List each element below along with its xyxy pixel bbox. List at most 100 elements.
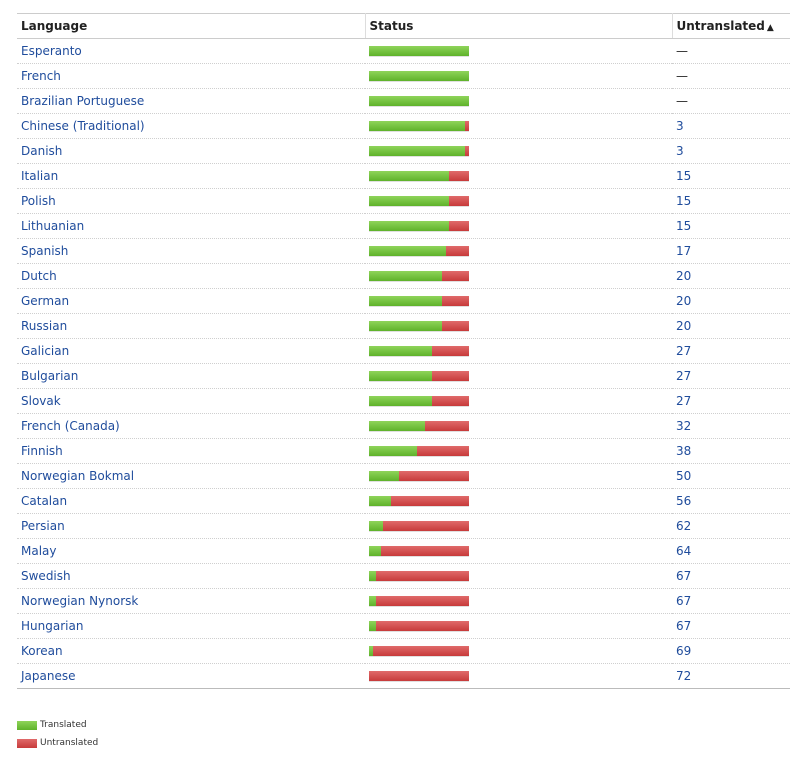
untranslated-cell: 15 <box>672 213 790 239</box>
untranslated-count[interactable]: 20 <box>676 319 692 333</box>
untranslated-count[interactable]: 67 <box>676 594 692 608</box>
untranslated-count[interactable]: 72 <box>676 669 692 683</box>
table-row: Danish 3 <box>17 138 790 164</box>
translated-portion <box>369 170 449 181</box>
untranslated-count[interactable]: 17 <box>676 244 692 258</box>
untranslated-count[interactable]: 27 <box>676 369 692 383</box>
language-cell: Hungarian <box>17 613 365 639</box>
status-progress-bar <box>369 595 469 607</box>
untranslated-portion <box>391 495 469 506</box>
translated-portion <box>369 620 376 631</box>
language-cell: Galician <box>17 338 365 364</box>
untranslated-count[interactable]: 15 <box>676 169 692 183</box>
untranslated-count[interactable]: 69 <box>676 644 692 658</box>
language-link[interactable]: Japanese <box>21 669 76 683</box>
language-link[interactable]: Italian <box>21 169 59 183</box>
language-link[interactable]: Chinese (Traditional) <box>21 119 145 133</box>
language-link[interactable]: Esperanto <box>21 44 82 58</box>
untranslated-count[interactable]: 20 <box>676 294 692 308</box>
language-link[interactable]: Korean <box>21 644 63 658</box>
untranslated-count[interactable]: 38 <box>676 444 692 458</box>
language-link[interactable]: Finnish <box>21 444 63 458</box>
untranslated-count[interactable]: 15 <box>676 194 692 208</box>
status-progress-bar <box>369 95 469 107</box>
language-link[interactable]: Norwegian Nynorsk <box>21 594 139 608</box>
status-cell <box>365 288 672 314</box>
language-link[interactable]: French <box>21 69 61 83</box>
untranslated-count[interactable]: 32 <box>676 419 692 433</box>
sort-ascending-icon: ▲ <box>766 23 774 33</box>
language-link[interactable]: Spanish <box>21 244 69 258</box>
table-row: Malay 64 <box>17 538 790 564</box>
untranslated-cell: 67 <box>672 563 790 589</box>
language-link[interactable]: Catalan <box>21 494 68 508</box>
table-row: Esperanto — <box>17 38 790 64</box>
untranslated-count[interactable]: 64 <box>676 544 692 558</box>
status-progress-bar <box>369 645 469 657</box>
language-link[interactable]: Swedish <box>21 569 71 583</box>
translated-portion <box>369 70 469 81</box>
status-cell <box>365 163 672 189</box>
language-link[interactable]: Danish <box>21 144 63 158</box>
untranslated-count: — <box>676 44 688 58</box>
table-row: Chinese (Traditional) 3 <box>17 113 790 139</box>
translated-portion <box>369 270 442 281</box>
language-cell: Bulgarian <box>17 363 365 389</box>
untranslated-cell: 72 <box>672 663 790 689</box>
language-link[interactable]: French (Canada) <box>21 419 120 433</box>
status-cell <box>365 363 672 389</box>
untranslated-count[interactable]: 15 <box>676 219 692 233</box>
language-link[interactable]: Hungarian <box>21 619 84 633</box>
status-column-header[interactable]: Status <box>365 13 673 39</box>
language-link[interactable]: Norwegian Bokmal <box>21 469 135 483</box>
table-header-row: Language Status Untranslated ▲ <box>17 13 790 39</box>
untranslated-count[interactable]: 3 <box>676 144 684 158</box>
untranslated-count[interactable]: 27 <box>676 394 692 408</box>
language-link[interactable]: German <box>21 294 70 308</box>
untranslated-count[interactable]: 62 <box>676 519 692 533</box>
language-link[interactable]: Bulgarian <box>21 369 79 383</box>
translated-portion <box>369 395 432 406</box>
untranslated-count[interactable]: 50 <box>676 469 692 483</box>
translated-portion <box>369 220 449 231</box>
language-cell: Swedish <box>17 563 365 589</box>
language-link[interactable]: Brazilian Portuguese <box>21 94 145 108</box>
language-link[interactable]: Slovak <box>21 394 61 408</box>
translated-portion <box>369 245 446 256</box>
language-cell: Polish <box>17 188 365 214</box>
translated-portion <box>369 470 399 481</box>
language-column-header[interactable]: Language <box>17 13 366 39</box>
translated-portion <box>369 645 373 656</box>
language-link[interactable]: Dutch <box>21 269 57 283</box>
untranslated-portion <box>446 245 469 256</box>
untranslated-cell: — <box>672 63 790 89</box>
language-cell: Russian <box>17 313 365 339</box>
untranslated-count[interactable]: 56 <box>676 494 692 508</box>
language-link[interactable]: Persian <box>21 519 65 533</box>
untranslated-count[interactable]: 67 <box>676 569 692 583</box>
language-link[interactable]: Polish <box>21 194 56 208</box>
translated-portion <box>369 445 417 456</box>
translated-portion <box>369 345 432 356</box>
language-link[interactable]: Russian <box>21 319 68 333</box>
status-cell <box>365 663 672 689</box>
untranslated-portion <box>383 520 469 531</box>
status-cell <box>365 488 672 514</box>
table-row: Russian 20 <box>17 313 790 339</box>
status-cell <box>365 213 672 239</box>
untranslated-count[interactable]: 20 <box>676 269 692 283</box>
untranslated-column-header[interactable]: Untranslated ▲ <box>672 13 790 39</box>
untranslated-portion <box>425 420 469 431</box>
language-link[interactable]: Malay <box>21 544 57 558</box>
language-link[interactable]: Lithuanian <box>21 219 85 233</box>
translated-portion <box>369 420 425 431</box>
status-cell <box>365 413 672 439</box>
language-link[interactable]: Galician <box>21 344 70 358</box>
untranslated-count[interactable]: 27 <box>676 344 692 358</box>
status-progress-bar <box>369 295 469 307</box>
untranslated-portion <box>376 570 469 581</box>
status-cell <box>365 513 672 539</box>
untranslated-count[interactable]: 3 <box>676 119 684 133</box>
untranslated-count[interactable]: 67 <box>676 619 692 633</box>
status-progress-bar <box>369 320 469 332</box>
